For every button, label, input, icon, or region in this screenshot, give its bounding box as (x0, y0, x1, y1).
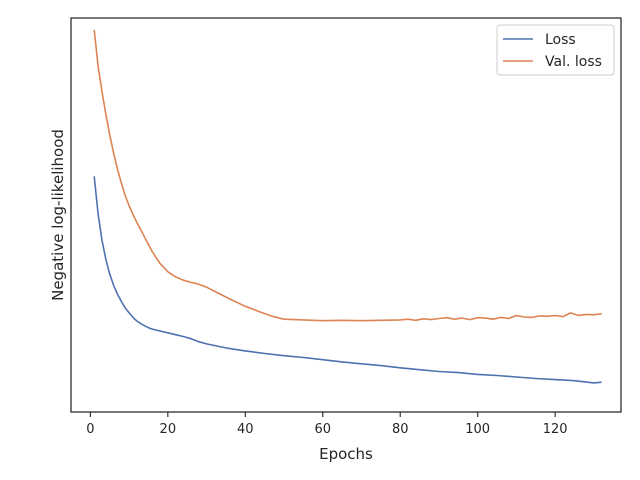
y-axis-label: Negative log-likelihood (49, 129, 67, 301)
series-layer (93, 29, 602, 384)
x-axis-ticks: 0 20 40 60 80 100 120 (86, 412, 568, 437)
x-tick-label: 100 (465, 422, 490, 437)
x-tick-label: 60 (314, 422, 331, 437)
x-axis-label: Epochs (319, 445, 373, 463)
x-tick-label: 80 (392, 422, 409, 437)
plot-frame (70, 17, 622, 413)
legend-box (496, 24, 615, 76)
legend: Loss Val. loss (496, 24, 615, 76)
x-tick-label: 0 (86, 422, 94, 437)
series-line-val-loss (93, 29, 602, 322)
legend-label-loss: Loss (545, 32, 576, 48)
x-tick-label: 20 (160, 422, 177, 437)
x-tick-label: 120 (543, 422, 568, 437)
x-tick-label: 40 (237, 422, 254, 437)
legend-label-val-loss: Val. loss (545, 54, 602, 70)
series-line-loss (93, 176, 602, 384)
